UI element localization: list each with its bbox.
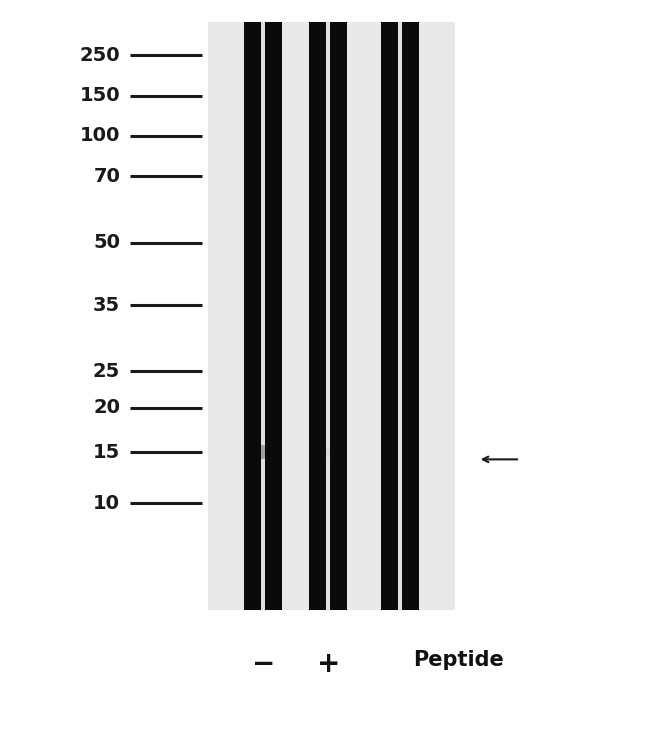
Bar	[330, 22, 347, 610]
Bar	[381, 22, 398, 610]
Text: −: −	[252, 650, 275, 678]
Bar	[326, 448, 330, 457]
Text: 50: 50	[93, 233, 120, 252]
Bar	[309, 22, 326, 610]
Bar	[402, 22, 419, 610]
Text: 250: 250	[79, 46, 120, 65]
Text: 15: 15	[93, 442, 120, 462]
Bar	[326, 22, 330, 610]
Text: 150: 150	[79, 86, 120, 105]
Bar	[261, 22, 265, 610]
Bar	[261, 445, 265, 459]
Text: 70: 70	[94, 167, 120, 186]
Bar	[244, 22, 261, 610]
Bar	[208, 22, 455, 610]
Text: 35: 35	[93, 295, 120, 315]
Text: 10: 10	[93, 494, 120, 513]
Text: 25: 25	[93, 362, 120, 381]
Text: +: +	[317, 650, 340, 678]
Text: Peptide: Peptide	[413, 650, 504, 670]
Text: 100: 100	[80, 126, 120, 146]
Bar	[398, 22, 402, 610]
Bar	[265, 22, 282, 610]
Text: 20: 20	[93, 398, 120, 417]
